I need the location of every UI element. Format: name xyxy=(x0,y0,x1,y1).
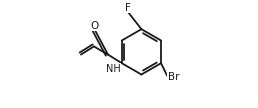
Text: NH: NH xyxy=(106,64,121,74)
Text: O: O xyxy=(90,21,99,31)
Text: F: F xyxy=(125,3,131,13)
Text: Br: Br xyxy=(168,72,179,82)
